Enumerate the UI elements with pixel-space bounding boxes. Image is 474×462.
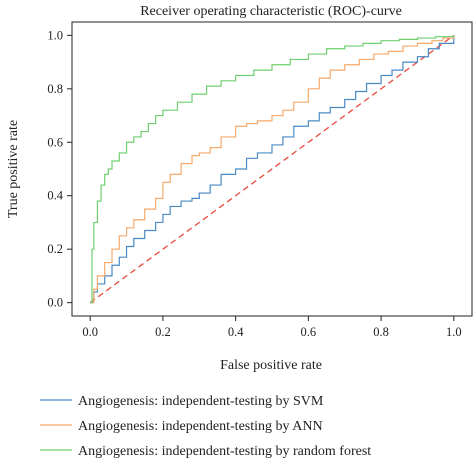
reference-diagonal-line bbox=[89, 34, 455, 304]
x-axis-ticks: 0.0 0.2 0.4 0.6 0.8 1.0 bbox=[82, 316, 462, 339]
y-tick-label: 0.2 bbox=[47, 242, 63, 256]
x-axis-label: False positive rate bbox=[220, 358, 322, 373]
roc-series-group bbox=[90, 35, 455, 304]
legend-label-3: Angiogenesis: independent-testing by ran… bbox=[78, 444, 371, 459]
x-tick-label: 0.4 bbox=[228, 325, 244, 339]
y-axis-label: True positive rate bbox=[6, 120, 21, 218]
y-tick-label: 0.6 bbox=[47, 135, 63, 149]
plot-frame bbox=[71, 21, 473, 317]
y-tick-label: 0.8 bbox=[47, 82, 63, 96]
legend-label-2: Angiogenesis: independent-testing by ANN bbox=[78, 419, 323, 434]
legend: Angiogenesis: independent-testing by SVM… bbox=[40, 394, 371, 459]
roc-series-line-1 bbox=[90, 35, 455, 304]
chart-title: Receiver operating characteristic (ROC)-… bbox=[140, 4, 402, 19]
x-tick-label: 0.8 bbox=[373, 325, 389, 339]
x-tick-label: 0.2 bbox=[155, 325, 171, 339]
y-tick-label: 1.0 bbox=[47, 28, 63, 42]
roc-series-line-3 bbox=[90, 35, 455, 304]
y-tick-label: 0.0 bbox=[47, 296, 63, 310]
legend-label-1: Angiogenesis: independent-testing by SVM bbox=[78, 394, 324, 409]
y-axis-ticks: 0.0 0.2 0.4 0.6 0.8 1.0 bbox=[47, 28, 72, 310]
x-tick-label: 0.0 bbox=[82, 325, 98, 339]
x-tick-label: 1.0 bbox=[446, 325, 462, 339]
y-tick-label: 0.4 bbox=[47, 189, 63, 203]
x-tick-label: 0.6 bbox=[301, 325, 317, 339]
roc-series-line-2 bbox=[90, 35, 455, 304]
